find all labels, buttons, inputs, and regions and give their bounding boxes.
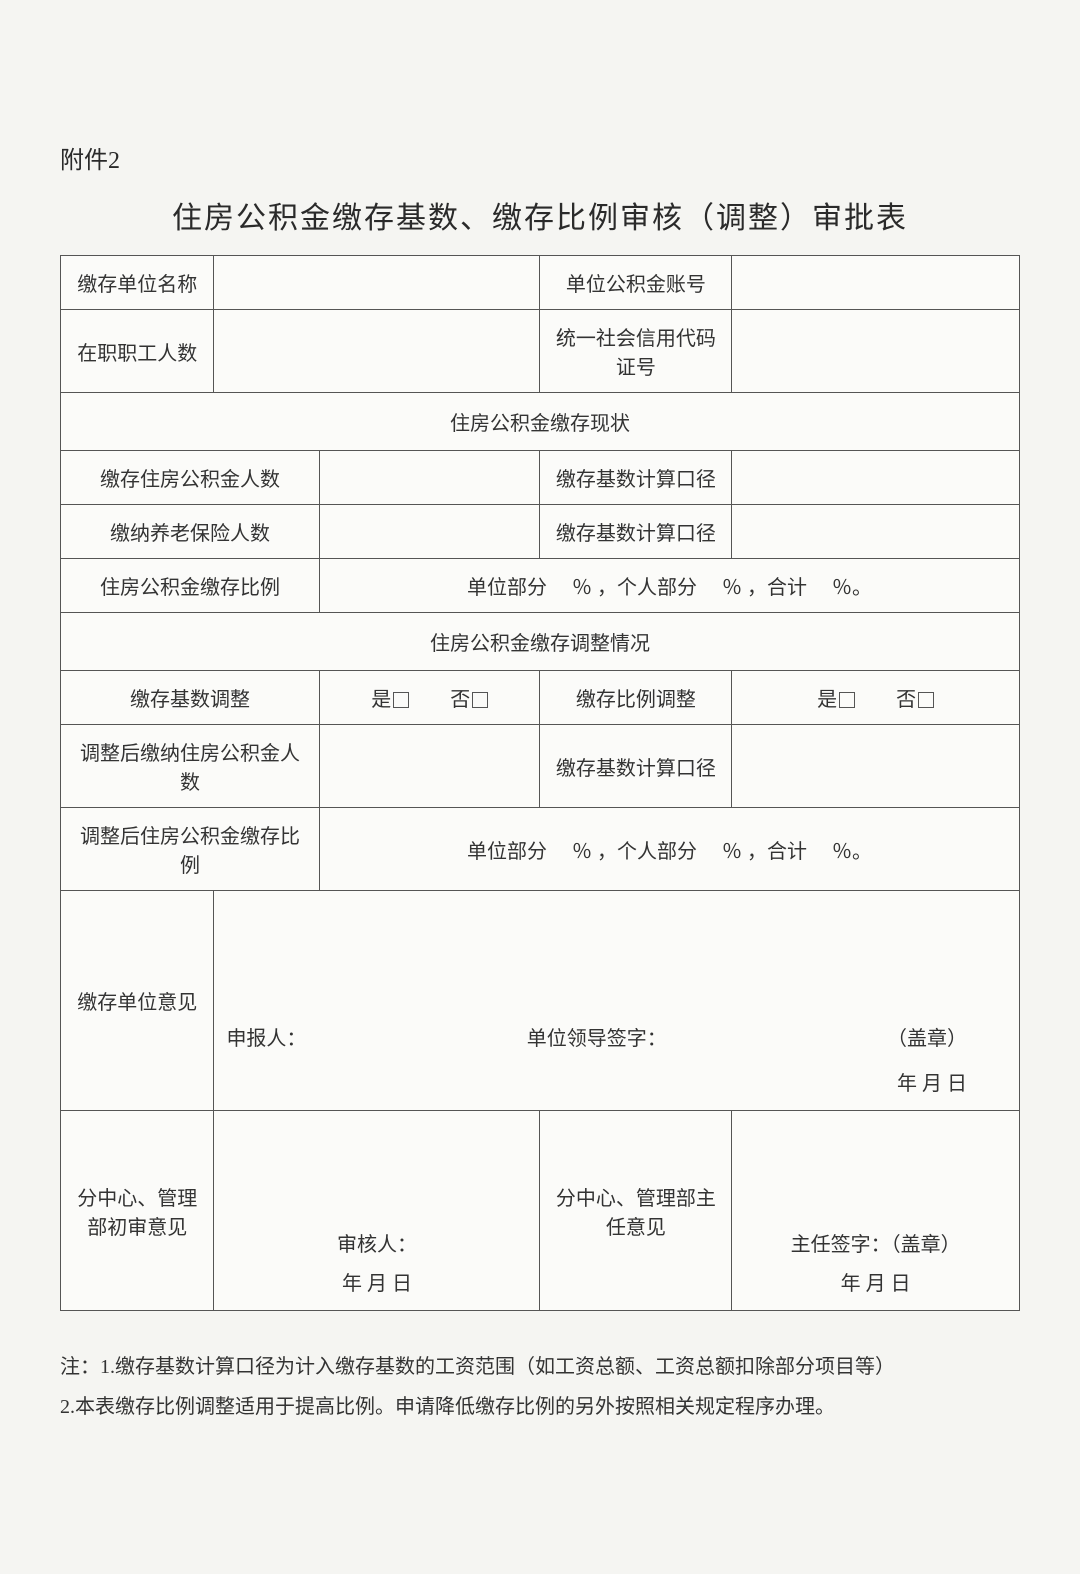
note-line-2: 2.本表缴存比例调整适用于提高比例。申请降低缴存比例的另外按照相关规定程序办理。 [60, 1387, 1020, 1427]
table-row: 缴存单位名称 单位公积金账号 [61, 256, 1020, 310]
seal-label: （盖章） [887, 1022, 967, 1051]
table-row: 住房公积金缴存现状 [61, 393, 1020, 451]
leader-sign-label: 单位领导签字： [527, 1022, 667, 1051]
ratio-personal-prefix: ，个人部分 [597, 577, 697, 599]
adjust-base-calc-value [732, 725, 1020, 808]
base-calc-value-2 [732, 505, 1020, 559]
table-row: 调整后缴纳住房公积金人数 缴存基数计算口径 [61, 725, 1020, 808]
employee-count-label: 在职职工人数 [61, 310, 214, 393]
percent-sign: ％ [572, 841, 592, 863]
ratio-cell: 单位部分 ％ ，个人部分 ％ ，合计 ％。 [319, 559, 1019, 613]
pension-people-label: 缴纳养老保险人数 [61, 505, 320, 559]
ratio-unit-prefix: 单位部分 [467, 577, 547, 599]
note-line-1: 注：1.缴存基数计算口径为计入缴存基数的工资范围（如工资总额、工资总额扣除部分项… [60, 1347, 1020, 1387]
table-row: 调整后住房公积金缴存比例 单位部分 ％ ，个人部分 ％ ，合计 ％。 [61, 808, 1020, 891]
subcenter-label: 分中心、管理部初审意见 [61, 1111, 214, 1311]
table-row: 住房公积金缴存比例 单位部分 ％ ，个人部分 ％ ，合计 ％。 [61, 559, 1020, 613]
applicant-label: 申报人： [226, 1022, 306, 1051]
account-label: 单位公积金账号 [540, 256, 732, 310]
base-adjust-checkbox-cell: 是 否 [319, 671, 540, 725]
base-calc-label: 缴存基数计算口径 [540, 451, 732, 505]
percent-sign: ％ [572, 577, 592, 599]
base-adjust-label: 缴存基数调整 [61, 671, 320, 725]
after-ratio-cell: 单位部分 ％ ，个人部分 ％ ，合计 ％。 [319, 808, 1019, 891]
table-row: 缴存基数调整 是 否 缴存比例调整 是 否 [61, 671, 1020, 725]
section1-header: 住房公积金缴存现状 [61, 393, 1020, 451]
account-value [732, 256, 1020, 310]
ratio-adjust-label: 缴存比例调整 [540, 671, 732, 725]
percent-sign: ％ [722, 841, 742, 863]
base-calc-value [732, 451, 1020, 505]
unit-opinion-label: 缴存单位意见 [61, 891, 214, 1111]
ratio-unit-prefix: 单位部分 [467, 841, 547, 863]
unit-name-label: 缴存单位名称 [61, 256, 214, 310]
after-people-label: 调整后缴纳住房公积金人数 [61, 725, 320, 808]
unit-name-value [214, 256, 540, 310]
table-row: 住房公积金缴存调整情况 [61, 613, 1020, 671]
ratio-total-prefix: ，合计 [747, 841, 807, 863]
fund-people-label: 缴存住房公积金人数 [61, 451, 320, 505]
after-ratio-label: 调整后住房公积金缴存比例 [61, 808, 320, 891]
fund-people-value [319, 451, 540, 505]
approval-form-table: 缴存单位名称 单位公积金账号 在职职工人数 统一社会信用代码证号 住房公积金缴存… [60, 255, 1020, 1311]
checkbox-icon [918, 692, 934, 708]
section2-header: 住房公积金缴存调整情况 [61, 613, 1020, 671]
checkbox-icon [393, 692, 409, 708]
director-sign-label: 主任签字：（盖章） [744, 1228, 1007, 1257]
credit-code-value [732, 310, 1020, 393]
notes-section: 注：1.缴存基数计算口径为计入缴存基数的工资范围（如工资总额、工资总额扣除部分项… [60, 1347, 1020, 1427]
reviewer-label: 审核人： [226, 1228, 527, 1257]
director-label: 分中心、管理部主任意见 [540, 1111, 732, 1311]
adjust-base-calc-label: 缴存基数计算口径 [540, 725, 732, 808]
opinion-date: 年 月 日 [226, 1067, 1007, 1096]
ratio-suffix: ％。 [832, 841, 872, 863]
table-row: 缴存住房公积金人数 缴存基数计算口径 [61, 451, 1020, 505]
table-row: 分中心、管理部初审意见 审核人： 年 月 日 分中心、管理部主任意见 主任签字：… [61, 1111, 1020, 1311]
credit-code-label: 统一社会信用代码证号 [540, 310, 732, 393]
table-row: 缴存单位意见 申报人： 单位领导签字： （盖章） 年 月 日 [61, 891, 1020, 1111]
base-adjust-no[interactable]: 否 [450, 683, 488, 712]
employee-count-value [214, 310, 540, 393]
ratio-adjust-no[interactable]: 否 [896, 683, 934, 712]
reviewer-date: 年 月 日 [226, 1267, 527, 1296]
after-people-value [319, 725, 540, 808]
director-cell: 主任签字：（盖章） 年 月 日 [732, 1111, 1020, 1311]
base-adjust-yes[interactable]: 是 [371, 683, 409, 712]
director-date: 年 月 日 [744, 1267, 1007, 1296]
percent-sign: ％ [722, 577, 742, 599]
ratio-adjust-checkbox-cell: 是 否 [732, 671, 1020, 725]
pension-people-value [319, 505, 540, 559]
table-row: 缴纳养老保险人数 缴存基数计算口径 [61, 505, 1020, 559]
reviewer-cell: 审核人： 年 月 日 [214, 1111, 540, 1311]
form-title: 住房公积金缴存基数、缴存比例审核（调整）审批表 [60, 193, 1020, 237]
base-calc-label-2: 缴存基数计算口径 [540, 505, 732, 559]
ratio-label: 住房公积金缴存比例 [61, 559, 320, 613]
attachment-label: 附件2 [60, 140, 1020, 175]
checkbox-icon [472, 692, 488, 708]
checkbox-icon [839, 692, 855, 708]
ratio-suffix: ％。 [832, 577, 872, 599]
unit-opinion-cell: 申报人： 单位领导签字： （盖章） 年 月 日 [214, 891, 1020, 1111]
table-row: 在职职工人数 统一社会信用代码证号 [61, 310, 1020, 393]
ratio-adjust-yes[interactable]: 是 [817, 683, 855, 712]
ratio-personal-prefix: ，个人部分 [597, 841, 697, 863]
ratio-total-prefix: ，合计 [747, 577, 807, 599]
